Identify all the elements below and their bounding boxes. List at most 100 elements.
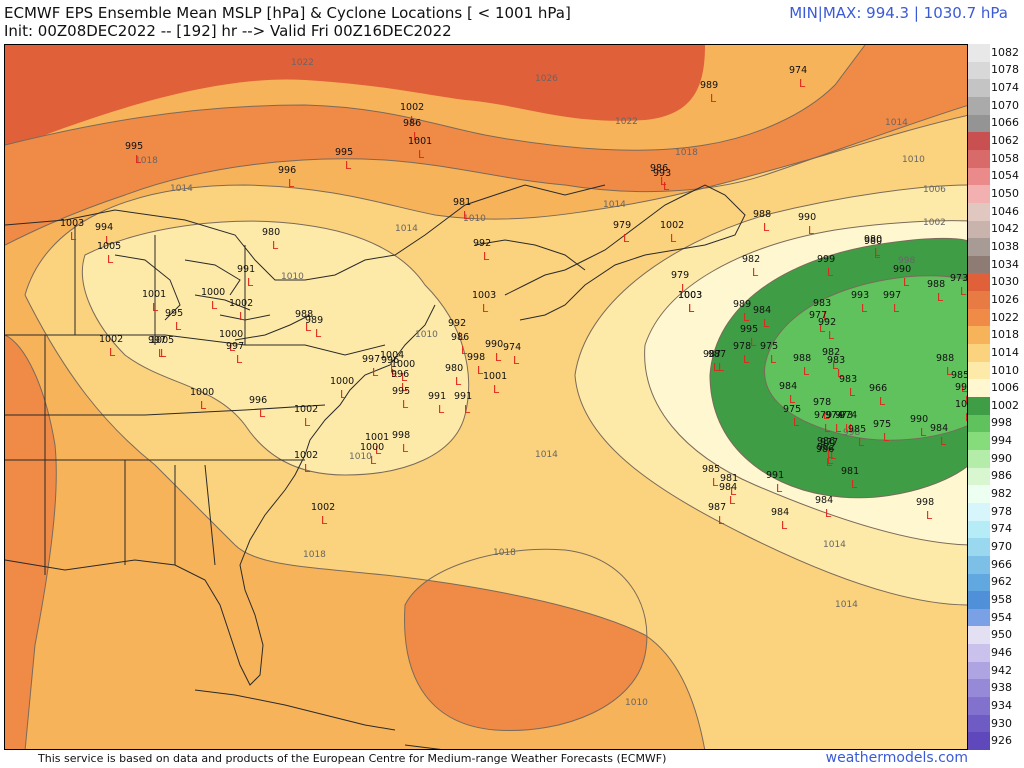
cyclone-pressure-label: 977 — [809, 310, 827, 321]
low-symbol: L — [823, 409, 830, 422]
cyclone-pressure-label: 979 — [671, 270, 689, 281]
low-symbol: L — [837, 367, 844, 380]
low-symbol: L — [883, 431, 890, 444]
cyclone-pressure-label: 985 — [951, 370, 968, 381]
cyclone-pressure-label: 1000 — [190, 387, 214, 398]
cyclone-pressure-label: 991 — [237, 264, 255, 275]
isobar-label: 1014 — [170, 184, 193, 194]
low-symbol: L — [107, 253, 114, 266]
isobar-lines — [5, 45, 967, 749]
low-symbol: L — [158, 347, 165, 360]
colorbar-swatch — [968, 308, 990, 327]
pressure-map: 1022 1026 1022 1018 1014 1010 1018 1014 1014 1010… — [4, 44, 968, 750]
low-symbol: L — [464, 403, 471, 416]
colorbar-swatch — [968, 520, 990, 539]
colorbar-swatch — [968, 273, 990, 292]
cyclone-pressure-label: 987 — [703, 349, 721, 360]
colorbar-swatch — [968, 555, 990, 574]
region-998 — [764, 275, 967, 441]
low-symbol: L — [402, 442, 409, 455]
colorbar-label: 958 — [991, 592, 1012, 606]
colorbar-label: 994 — [991, 434, 1012, 448]
low-symbol: L — [920, 426, 927, 439]
isobar-label: 1006 — [923, 185, 946, 195]
cyclone-pressure-label: 997 — [226, 341, 244, 352]
cyclone-pressure-label: 1003 — [678, 290, 702, 301]
cyclone-pressure-label: 1002 — [660, 220, 684, 231]
low-symbol: L — [793, 416, 800, 429]
min-max-readout: MIN|MAX: 994.3 | 1030.7 hPa — [789, 4, 1008, 22]
site-link[interactable]: weathermodels.com — [825, 750, 968, 766]
cyclone-pressure-label: 974 — [825, 410, 843, 421]
colorbar-label: 962 — [991, 575, 1012, 589]
low-symbol: L — [750, 336, 757, 349]
low-symbol: L — [175, 320, 182, 333]
isobar-label: 1022 — [615, 117, 638, 127]
cyclone-low: 980 L — [864, 236, 882, 261]
low-symbol: L — [893, 302, 900, 315]
low-symbol: L — [688, 302, 695, 315]
low-symbol: L — [799, 77, 806, 90]
low-symbol: L — [827, 454, 834, 467]
cyclone-pressure-label: 984 — [771, 507, 789, 518]
colorbar-label: 966 — [991, 557, 1012, 571]
isobar-label: 998 — [843, 428, 860, 438]
colorbar-swatch — [968, 502, 990, 522]
colorbar-label: 982 — [991, 487, 1012, 501]
low-symbol: L — [763, 221, 770, 234]
cyclone-pressure-label: 998 — [916, 497, 934, 508]
cyclone-pressure-label: 975 — [873, 419, 891, 430]
low-symbol: L — [304, 462, 311, 475]
cyclone-pressure-label: 990 — [485, 339, 503, 350]
low-symbol: L — [211, 299, 218, 312]
cyclone-pressure-label: 995 — [165, 308, 183, 319]
cyclone-pressure-label: 975 — [760, 341, 778, 352]
colorbar-swatch — [968, 220, 990, 239]
low-symbol: L — [229, 341, 236, 354]
colorbar-swatch — [968, 591, 990, 610]
cyclone-pressure-label: 977 — [820, 437, 838, 448]
colorbar-swatch — [968, 449, 990, 469]
low-symbol: L — [710, 92, 717, 105]
low-symbol: L — [712, 476, 719, 489]
colorbar-swatch — [968, 432, 990, 451]
isobar-label: 1014 — [395, 224, 418, 234]
cyclone-pressure-label: 986 — [650, 163, 668, 174]
colorbar-label: 986 — [991, 469, 1012, 483]
cyclone-pressure-label: 984 — [753, 305, 771, 316]
isobar-label: 998 — [898, 256, 915, 266]
cyclone-pressure-label: 988 — [753, 209, 771, 220]
cyclone-pressure-label: 1002 — [294, 450, 318, 461]
colorbar-swatch — [968, 167, 990, 186]
low-symbol: L — [874, 248, 881, 261]
low-symbol: L — [410, 114, 417, 127]
colorbar-swatch — [968, 697, 990, 716]
colorbar-label: 1062 — [991, 134, 1019, 148]
low-symbol: L — [483, 250, 490, 263]
cyclone-pressure-label: 995 — [392, 386, 410, 397]
colorbar-label: 998 — [991, 416, 1012, 430]
colorbar-label: 978 — [991, 504, 1012, 518]
cyclone-pressure-label: 988 — [295, 309, 313, 320]
